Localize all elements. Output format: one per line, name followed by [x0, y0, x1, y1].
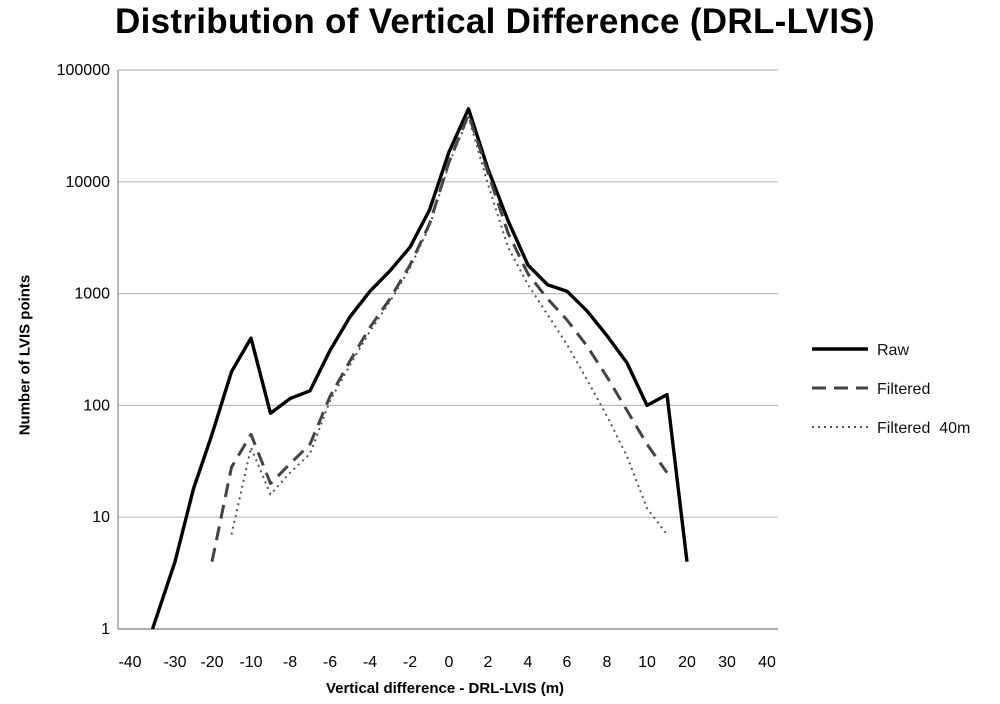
x-tick-label: -2 — [403, 654, 417, 671]
x-tick-label: -30 — [163, 654, 186, 671]
legend: Raw Filtered Filtered 40m — [812, 342, 970, 437]
y-tick-label: 10 — [92, 509, 110, 526]
x-tick-label: 0 — [445, 654, 454, 671]
axes — [117, 70, 778, 630]
x-tick-label: 20 — [678, 654, 696, 671]
legend-label: Raw — [877, 342, 909, 359]
series-line — [150, 107, 689, 630]
series-filtered — [210, 113, 669, 563]
y-tick-label: 1000 — [74, 286, 110, 303]
series-line — [210, 113, 669, 563]
x-tick-label: -20 — [200, 654, 223, 671]
x-axis-label: Vertical difference - DRL-LVIS (m) — [325, 680, 565, 697]
y-tick-label: 100000 — [57, 62, 110, 79]
x-tick-label: -8 — [283, 654, 297, 671]
legend-label: Filtered 40m — [877, 420, 970, 437]
series-filtered-40m — [230, 116, 668, 536]
series-lines — [150, 107, 689, 630]
chart-title: Distribution of Vertical Difference (DRL… — [115, 2, 875, 41]
x-tick-label: 2 — [484, 654, 493, 671]
y-tick-label: 100 — [83, 397, 110, 414]
y-tick-labels: 1 10 100 1000 10000 100000 — [57, 62, 110, 638]
x-tick-labels: -40 -30 -20 -10 -8 -6 -4 -2 0 2 4 6 8 10 20 30 40 — [118, 654, 776, 671]
x-tick-label: 10 — [638, 654, 656, 671]
x-tick-label: 4 — [524, 654, 533, 671]
x-tick-label: -10 — [239, 654, 262, 671]
legend-label: Filtered — [877, 381, 930, 398]
x-tick-label: 8 — [603, 654, 612, 671]
x-tick-label: -40 — [118, 654, 141, 671]
x-tick-label: 6 — [563, 654, 572, 671]
x-tick-label: 30 — [718, 654, 736, 671]
series-raw — [150, 107, 689, 630]
y-tick-label: 1 — [101, 621, 110, 638]
y-tick-label: 10000 — [66, 174, 111, 191]
x-tick-label: 40 — [758, 654, 776, 671]
x-tick-label: -4 — [363, 654, 377, 671]
series-line — [230, 116, 668, 536]
x-tick-label: -6 — [323, 654, 337, 671]
